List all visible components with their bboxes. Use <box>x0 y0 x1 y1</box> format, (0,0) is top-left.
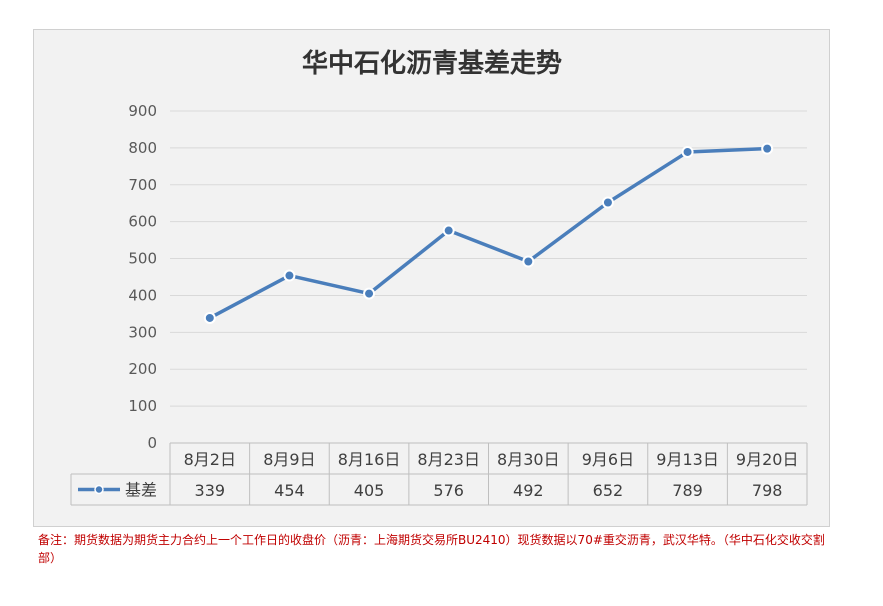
x-category-label: 8月2日 <box>184 450 236 469</box>
data-point <box>283 269 296 282</box>
data-point <box>363 287 376 300</box>
y-tick-label: 100 <box>128 397 157 415</box>
table-value: 789 <box>672 481 703 500</box>
x-category-label: 9月20日 <box>736 450 799 469</box>
x-category-label: 9月13日 <box>656 450 719 469</box>
x-category-label: 9月6日 <box>582 450 634 469</box>
legend-marker <box>94 484 104 495</box>
y-tick-label: 500 <box>128 250 157 268</box>
x-category-label: 8月30日 <box>497 450 560 469</box>
table-value: 454 <box>274 481 305 500</box>
x-category-label: 8月16日 <box>338 450 401 469</box>
data-point <box>203 311 216 324</box>
y-tick-label: 0 <box>147 434 157 452</box>
data-point <box>601 196 614 209</box>
y-tick-label: 600 <box>128 213 157 231</box>
chart-title: 华中石化沥青基差走势 <box>302 48 562 79</box>
series-line <box>208 146 769 320</box>
y-tick-label: 700 <box>128 176 157 194</box>
y-tick-label: 900 <box>128 102 157 120</box>
table-value: 405 <box>354 481 385 500</box>
table-value: 576 <box>433 481 464 500</box>
y-tick-label: 800 <box>128 139 157 157</box>
table-value: 652 <box>593 481 624 500</box>
y-tick-label: 300 <box>128 323 157 341</box>
x-category-label: 8月23日 <box>417 450 480 469</box>
data-point <box>522 255 535 268</box>
gridlines <box>170 110 807 407</box>
data-point <box>761 142 774 155</box>
y-tick-label: 200 <box>128 360 157 378</box>
table-value: 798 <box>752 481 783 500</box>
data-point <box>681 145 694 158</box>
table-value: 339 <box>195 481 226 500</box>
series-basis <box>203 142 774 324</box>
y-axis-ticks: 0 100 200 300 400 500 600 700 800 900 <box>128 102 157 452</box>
x-category-label: 8月9日 <box>263 450 315 469</box>
data-point <box>442 224 455 237</box>
legend-label: 基差 <box>125 481 157 500</box>
chart-frame <box>33 29 830 527</box>
footnote: 备注：期货数据为期货主力合约上一个工作日的收盘价（沥青：上海期货交易所BU241… <box>38 533 825 565</box>
y-tick-label: 400 <box>128 286 157 304</box>
table-value: 492 <box>513 481 544 500</box>
